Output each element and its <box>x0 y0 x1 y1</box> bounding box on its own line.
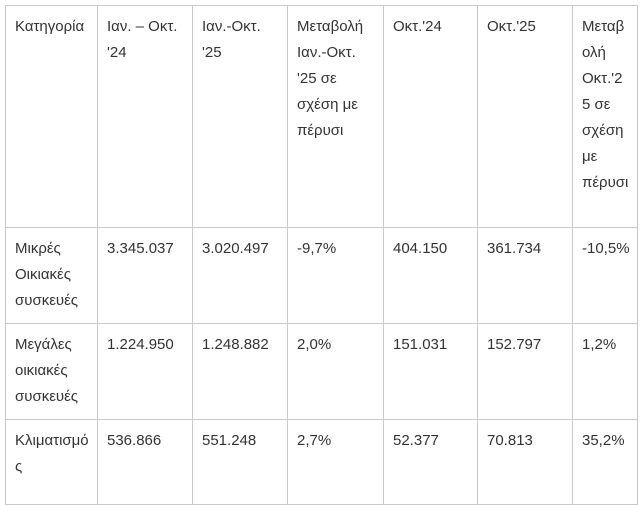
column-header-category: Κατηγορία <box>5 5 98 228</box>
column-header-jan-oct-25: Ιαν.-Οκτ. '25 <box>192 5 288 228</box>
cell-value: 152.797 <box>477 323 573 420</box>
column-header-oct-25: Οκτ.'25 <box>477 5 573 228</box>
cell-value: 52.377 <box>383 419 478 505</box>
cell-value: 2,7% <box>287 419 384 505</box>
column-header-change-jan-oct: Μεταβολή Ιαν.-Οκτ. '25 σε σχέση με πέρυσ… <box>287 5 384 228</box>
row-category: Κλιματισμός <box>5 419 98 505</box>
table-row-air-conditioning: Κλιματισμός 536.866 551.248 2,7% 52.377 … <box>5 419 638 505</box>
cell-value: 361.734 <box>477 227 573 324</box>
sales-table-container: Κατηγορία Ιαν. – Οκτ. '24 Ιαν.-Οκτ. '25 … <box>5 5 638 505</box>
column-header-jan-oct-24: Ιαν. – Οκτ. '24 <box>97 5 193 228</box>
cell-value: 1,2% <box>572 323 638 420</box>
cell-value: 70.813 <box>477 419 573 505</box>
header-row: Κατηγορία Ιαν. – Οκτ. '24 Ιαν.-Οκτ. '25 … <box>5 5 638 228</box>
cell-value: 536.866 <box>97 419 193 505</box>
cell-value: 551.248 <box>192 419 288 505</box>
table-row-small-appliances: Μικρές Οικιακές συσκευές 3.345.037 3.020… <box>5 227 638 324</box>
appliance-sales-table: Κατηγορία Ιαν. – Οκτ. '24 Ιαν.-Οκτ. '25 … <box>5 5 638 505</box>
cell-value: -10,5% <box>572 227 638 324</box>
cell-value: 3.345.037 <box>97 227 193 324</box>
cell-value: 1.248.882 <box>192 323 288 420</box>
column-header-change-oct: Μεταβολή Οκτ.'25 σε σχέση με πέρυσι <box>572 5 638 228</box>
cell-value: 404.150 <box>383 227 478 324</box>
cell-value: 35,2% <box>572 419 638 505</box>
cell-value: -9,7% <box>287 227 384 324</box>
column-header-oct-24: Οκτ.'24 <box>383 5 478 228</box>
cell-value: 2,0% <box>287 323 384 420</box>
cell-value: 3.020.497 <box>192 227 288 324</box>
cell-value: 1.224.950 <box>97 323 193 420</box>
cell-value: 151.031 <box>383 323 478 420</box>
row-category: Μεγάλες οικιακές συσκευές <box>5 323 98 420</box>
row-category: Μικρές Οικιακές συσκευές <box>5 227 98 324</box>
table-row-large-appliances: Μεγάλες οικιακές συσκευές 1.224.950 1.24… <box>5 323 638 420</box>
